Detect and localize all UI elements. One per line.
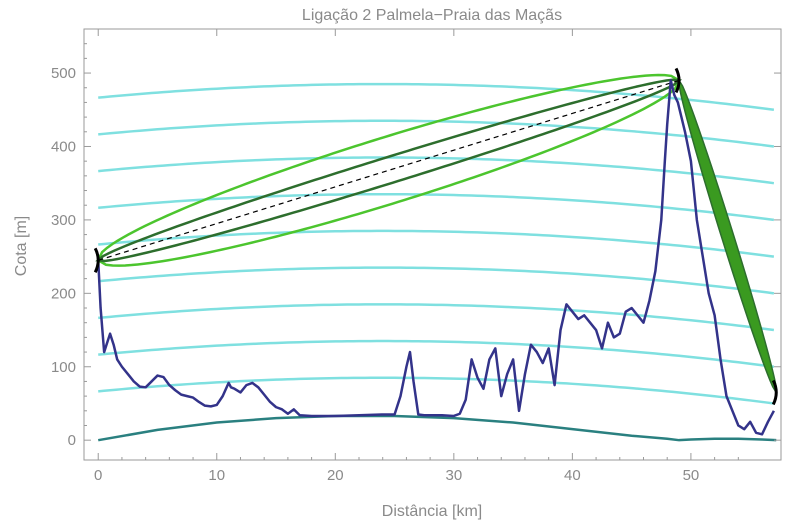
x-tick-label: 50: [683, 467, 700, 484]
y-tick-label: 500: [51, 65, 76, 82]
ray-curve-2: [98, 339, 775, 368]
ray-curve-1: [98, 376, 775, 405]
x-axis-label: Distância [km]: [382, 503, 482, 520]
y-tick-label: 100: [51, 359, 76, 376]
terrain-profile: [96, 79, 775, 436]
ray-curve-7: [98, 156, 775, 185]
earth-curve-line: [98, 414, 777, 442]
ray-curve-9: [98, 82, 775, 112]
ray-curves: [98, 82, 777, 442]
ray-curve-5: [98, 229, 775, 258]
terrain-line: [96, 79, 775, 436]
second-hop-band: [678, 80, 778, 393]
antenna-marker-3: [771, 379, 778, 406]
second-hop: [93, 67, 778, 406]
chart-title: Ligação 2 Palmela−Praia das Maçãs: [302, 7, 562, 24]
x-tick-label: 20: [327, 467, 344, 484]
y-tick-label: 200: [51, 285, 76, 302]
y-tick-label: 300: [51, 212, 76, 229]
y-axis-label: Cota [m]: [13, 216, 30, 276]
ray-curve-3: [98, 303, 775, 332]
ray-curve-6: [98, 192, 775, 222]
y-tick-label: 0: [68, 432, 76, 449]
x-tick-label: 40: [564, 467, 581, 484]
x-tick-label: 10: [208, 467, 225, 484]
line-of-sight: [98, 79, 680, 261]
y-tick-label: 400: [51, 138, 76, 155]
plot-frame: [83, 28, 782, 461]
antenna-marker-2: [674, 67, 681, 94]
x-tick-label: 0: [94, 467, 102, 484]
antenna-marker-1: [93, 247, 100, 273]
ray-curve-4: [98, 266, 775, 295]
x-tick-label: 30: [445, 467, 462, 484]
